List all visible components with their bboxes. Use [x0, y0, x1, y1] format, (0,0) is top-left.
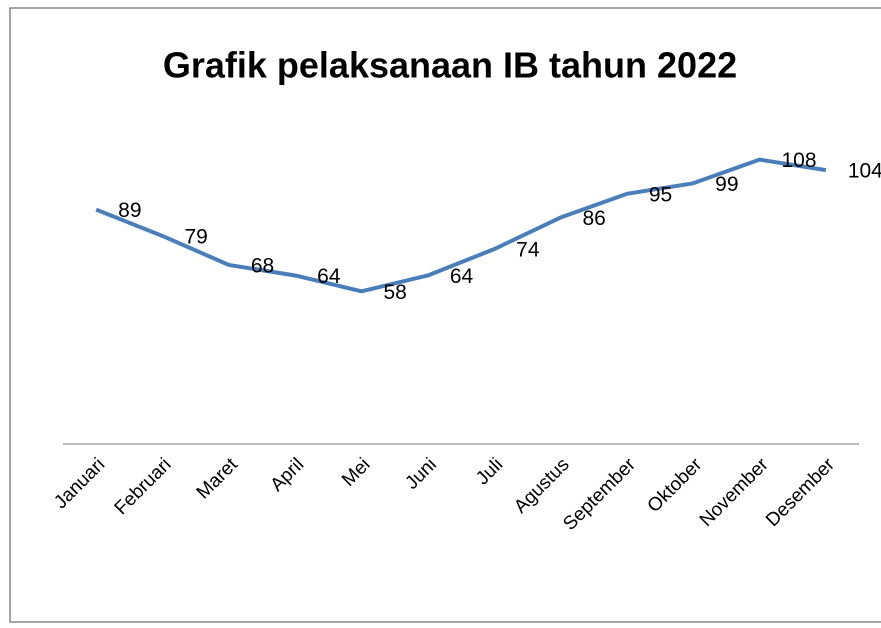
data-label: 99 — [715, 173, 738, 196]
data-label: 108 — [782, 149, 817, 172]
data-label: 104 — [848, 160, 881, 183]
data-label: 95 — [649, 183, 672, 206]
data-label: 79 — [185, 226, 208, 249]
data-label: 58 — [384, 281, 407, 304]
data-label: 86 — [583, 207, 606, 230]
chart-border — [9, 7, 881, 623]
data-label: 64 — [317, 265, 341, 288]
chart-title: Grafik pelaksanaan IB tahun 2022 — [163, 45, 737, 86]
data-label: 68 — [251, 254, 274, 277]
data-label: 64 — [450, 265, 474, 288]
data-label: 74 — [516, 239, 540, 262]
line-series — [95, 157, 827, 294]
data-label: 89 — [118, 199, 141, 222]
